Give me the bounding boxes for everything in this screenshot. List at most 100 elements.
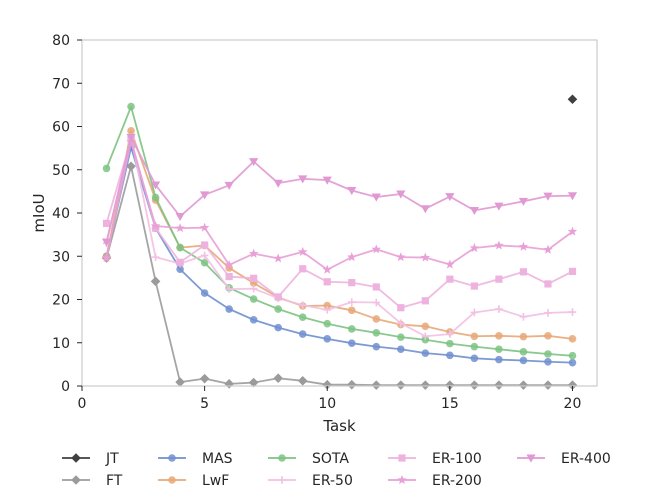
data-point [421,297,429,305]
data-point [543,380,553,390]
data-point [249,158,259,167]
x-tick-label: 20 [564,396,582,412]
data-point [420,205,430,214]
series-sota [102,102,577,360]
data-point [175,213,185,222]
data-point [322,379,333,390]
data-point [150,220,161,231]
data-point [372,298,381,307]
data-point [274,293,282,301]
series-line [105,140,574,271]
y-tick-label: 60 [52,120,70,136]
data-point [567,380,578,390]
x-tick-label: 5 [200,396,209,412]
axes-layer: 0 5 10 15 20 0 10 20 30 40 50 60 70 80 [52,33,581,412]
data-point [298,301,307,309]
data-point [396,380,406,390]
legend-label: JT [105,451,119,467]
data-point [518,197,529,206]
y-tick-label: 30 [52,249,70,265]
data-point [249,295,258,303]
data-point [297,246,308,256]
series-ft [101,161,578,390]
data-point [347,325,356,333]
legend-marker [526,454,536,463]
data-point [102,219,111,227]
data-point [519,332,528,341]
data-point [518,241,529,251]
data-point [274,323,282,332]
data-point [544,332,552,340]
data-point [420,252,431,262]
legend-label: SOTA [312,451,349,467]
data-point [543,192,553,201]
legend-label: ER-50 [312,473,353,489]
legend-item-er-50: ER-50 [268,473,353,489]
data-point [372,342,381,351]
legend-label: ER-100 [432,451,482,467]
data-point [446,351,454,360]
plot-background [82,40,597,386]
data-point [225,272,233,281]
data-point [518,380,529,390]
data-point [446,330,454,338]
y-tick-label: 10 [52,336,70,352]
data-point [101,238,112,247]
data-point [371,380,382,390]
x-tick-label: 15 [441,396,459,412]
data-point [568,308,577,316]
data-point [126,161,136,172]
data-point [298,313,307,322]
data-point [397,304,405,312]
data-point [495,355,503,364]
data-point [568,358,577,367]
data-point [544,309,552,317]
legend: JT FT MAS LwF SOTA ER-50 ER-100 ER-200 ER-400 [62,451,611,489]
data-point [200,191,210,200]
data-point [446,339,454,348]
data-point [151,193,160,202]
data-point [567,192,578,201]
data-point [249,284,258,293]
legend-item-er-100: ER-100 [388,451,482,467]
series-jt [567,94,578,105]
data-point [470,308,479,317]
data-point [176,243,184,252]
data-point [469,243,480,253]
data-point [176,265,184,274]
data-point [397,319,405,328]
series-layer [101,94,578,390]
legend-label: ER-400 [561,451,611,467]
data-point [347,298,356,306]
data-point [544,280,552,288]
legend-item-jt: JT [62,451,119,467]
y-tick-label: 20 [52,293,70,309]
y-axis-label: mIoU [30,193,48,232]
data-point [568,335,577,343]
data-point [175,377,185,387]
data-point [470,282,478,290]
data-point [372,329,381,337]
data-point [446,275,454,283]
data-point [470,342,479,351]
data-point [150,181,161,190]
data-point [445,380,455,390]
legend-marker [168,454,176,462]
data-point [469,380,480,390]
data-point [495,275,503,283]
data-point [200,289,209,297]
data-point [397,345,405,354]
data-point [249,316,258,324]
x-tick-label: 0 [78,396,87,412]
data-point [494,380,504,390]
legend-item-sota: SOTA [268,451,349,467]
data-point [323,306,332,314]
legend-label: MAS [202,451,233,467]
data-point [297,376,308,386]
data-point [224,379,234,389]
y-tick-label: 0 [61,379,70,395]
data-point [495,332,503,340]
y-tick-label: 70 [52,76,70,92]
data-point [224,259,234,269]
